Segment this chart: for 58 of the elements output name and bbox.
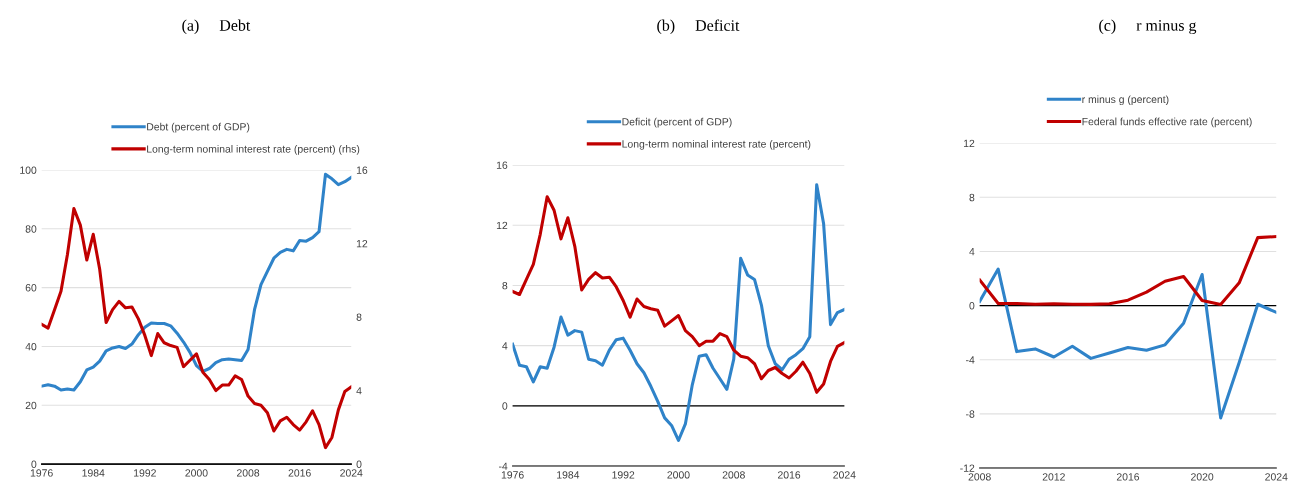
x-tick-label: 2016: [288, 469, 311, 477]
y-tick-label: -8: [965, 410, 975, 418]
y2-tick-label: 12: [356, 240, 368, 248]
x-tick-label: 2024: [1265, 473, 1288, 481]
y-tick-label: 12: [496, 221, 508, 230]
chart-title: (c) r minus g: [1099, 19, 1197, 35]
y-tick-label: 4: [969, 248, 975, 256]
y-tick-label: 4: [502, 342, 508, 350]
x-tick-label: 2024: [340, 469, 363, 477]
x-tick-label: 2008: [722, 471, 745, 479]
y2-tick-label: 8: [356, 313, 362, 321]
x-tick-label: 2024: [833, 471, 856, 479]
x-tick-label: 2000: [185, 469, 208, 477]
y2-tick-label: 16: [356, 166, 368, 174]
x-tick-label: 1992: [134, 469, 156, 477]
y2-tick-label: 0: [356, 460, 362, 468]
x-tick-label: 2008: [968, 473, 991, 481]
y-tick-label: 0: [502, 402, 508, 410]
y-tick-label: 40: [25, 342, 37, 351]
y-tick-label: -4: [965, 356, 975, 364]
x-tick-label: 2020: [1191, 473, 1214, 481]
y-tick-label: 8: [969, 193, 975, 202]
y-tick-label: -12: [960, 464, 975, 472]
legend-label: Federal funds effective rate (percent): [1082, 117, 1252, 128]
y-tick-label: 0: [969, 302, 975, 310]
x-tick-label: 1976: [30, 469, 53, 477]
line-series: [979, 267, 1277, 420]
y-tick-label: 100: [20, 166, 37, 174]
legend-label: Long-term nominal interest rate (percent): [622, 139, 811, 150]
x-tick-label: 2008: [237, 469, 260, 477]
chart-title: (b) Deficit: [657, 19, 740, 35]
y-tick-label: 12: [964, 139, 975, 147]
x-tick-label: 2016: [778, 471, 801, 479]
x-tick-label: 1984: [557, 471, 580, 479]
x-tick-label: 1992: [612, 471, 635, 479]
line-series: [512, 195, 845, 394]
legend-label: Long-term nominal interest rate (percent) (rhs): [147, 144, 360, 155]
chart-title: (a) Debt: [182, 19, 251, 35]
y-tick-label: 8: [502, 281, 508, 290]
line-series: [512, 183, 845, 443]
y-tick-label: 60: [25, 284, 37, 292]
line-series: [41, 172, 352, 392]
y-tick-label: 16: [496, 161, 508, 169]
x-tick-label: 1976: [501, 471, 524, 479]
y2-tick-label: 4: [356, 387, 362, 395]
x-tick-label: 1984: [82, 469, 105, 477]
legend-label: Debt (percent of GDP): [147, 122, 250, 133]
legend-label: Deficit (percent of GDP): [622, 117, 732, 128]
x-tick-label: 2000: [667, 471, 690, 479]
x-tick-label: 2012: [1042, 473, 1065, 481]
line-series: [41, 207, 352, 450]
y-tick-label: 80: [25, 225, 37, 233]
legend-label: r minus g (percent): [1082, 95, 1169, 106]
y-tick-label: -4: [498, 462, 508, 470]
line-series: [979, 235, 1277, 307]
x-tick-label: 2016: [1116, 473, 1140, 481]
y-tick-label: 20: [25, 401, 37, 410]
y-tick-label: 0: [31, 460, 37, 468]
